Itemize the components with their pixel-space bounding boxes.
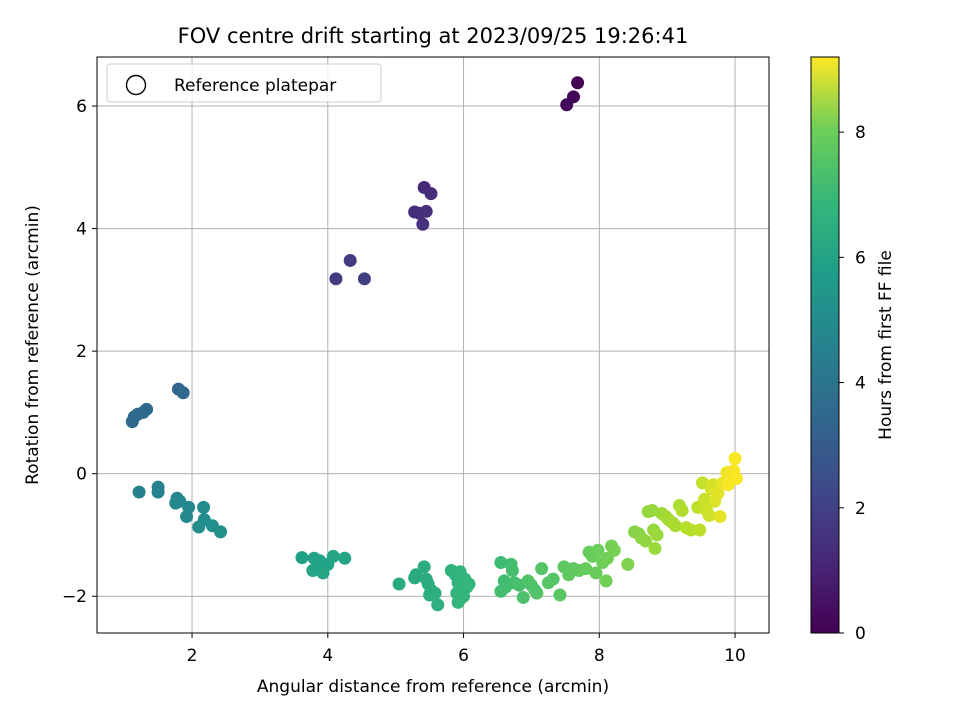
data-point <box>650 528 664 542</box>
data-point <box>560 98 574 112</box>
legend-label: Reference platepar <box>174 76 336 96</box>
data-point <box>428 586 442 600</box>
data-point <box>494 584 508 598</box>
x-tick-label: 8 <box>594 646 605 666</box>
x-tick-label: 6 <box>458 646 469 666</box>
data-point <box>408 571 422 585</box>
data-point <box>535 562 549 576</box>
x-tick-label: 10 <box>724 646 746 666</box>
data-point <box>698 492 712 506</box>
data-point <box>462 577 476 591</box>
data-point <box>125 415 139 429</box>
colorbar-tick-label: 8 <box>855 123 866 143</box>
colorbar-ticks: 0 2 4 6 8 <box>839 123 866 644</box>
y-tick-label: 2 <box>76 342 87 362</box>
plot-frame <box>96 56 770 634</box>
data-point <box>494 556 508 570</box>
data-point <box>693 523 707 537</box>
data-point <box>214 525 228 539</box>
x-tick-label: 2 <box>187 646 198 666</box>
data-point <box>424 187 438 201</box>
data-point <box>713 510 727 524</box>
data-point <box>295 551 309 565</box>
data-point <box>668 519 682 533</box>
data-point <box>546 572 560 586</box>
data-point <box>621 557 635 571</box>
data-point <box>530 586 544 600</box>
data-point <box>516 590 530 604</box>
y-tick-label: 6 <box>76 97 87 117</box>
colorbar-tick-label: 4 <box>855 374 866 394</box>
data-point <box>591 543 605 557</box>
data-point <box>416 217 430 231</box>
y-tick-label: 0 <box>76 465 87 485</box>
data-point <box>451 595 465 609</box>
data-point <box>192 520 206 534</box>
x-tick-label: 4 <box>322 646 333 666</box>
data-point <box>721 478 735 492</box>
data-point <box>357 272 371 286</box>
data-point <box>648 541 662 555</box>
x-axis-ticks: 2 4 6 8 10 <box>187 633 746 666</box>
colorbar-tick-label: 0 <box>855 624 866 644</box>
grid-lines <box>97 57 769 633</box>
data-point <box>419 204 433 218</box>
data-point <box>329 272 343 286</box>
data-point <box>180 510 194 524</box>
y-tick-label: −2 <box>62 587 87 607</box>
legend: Reference platepar <box>106 63 382 103</box>
data-points <box>125 76 743 612</box>
y-tick-label: 4 <box>76 220 87 240</box>
data-point <box>197 500 211 514</box>
data-point <box>638 534 652 548</box>
data-point <box>169 496 183 510</box>
data-point <box>338 551 352 565</box>
data-point <box>589 566 603 580</box>
data-point <box>151 485 165 499</box>
data-point <box>702 508 716 522</box>
y-axis-ticks: −2 0 2 4 6 <box>62 97 97 607</box>
data-point <box>417 560 431 574</box>
data-point <box>711 486 725 500</box>
data-point <box>607 543 621 557</box>
colorbar: 0 2 4 6 8 Hours from first FF file <box>810 56 896 644</box>
data-point <box>326 549 340 563</box>
legend-marker-icon <box>125 74 147 96</box>
data-point <box>431 598 445 612</box>
colorbar-tick-label: 2 <box>855 499 866 519</box>
data-point <box>132 485 146 499</box>
data-point <box>599 574 613 588</box>
data-point <box>728 451 742 465</box>
data-point <box>579 562 593 576</box>
x-axis-label: Angular distance from reference (arcmin) <box>257 677 609 697</box>
legend-box <box>106 63 382 103</box>
data-point <box>675 503 689 517</box>
data-point <box>571 76 585 90</box>
data-point <box>343 253 357 267</box>
data-point <box>392 577 406 591</box>
data-point <box>311 559 325 573</box>
chart-title: FOV centre drift starting at 2023/09/25 … <box>178 24 689 48</box>
y-axis-label: Rotation from reference (arcmin) <box>23 205 43 485</box>
colorbar-label: Hours from first FF file <box>876 250 896 440</box>
data-point <box>553 588 567 602</box>
colorbar-tick-label: 6 <box>855 248 866 268</box>
data-point <box>505 563 519 577</box>
colorbar-gradient <box>810 56 840 634</box>
data-point <box>176 386 190 400</box>
